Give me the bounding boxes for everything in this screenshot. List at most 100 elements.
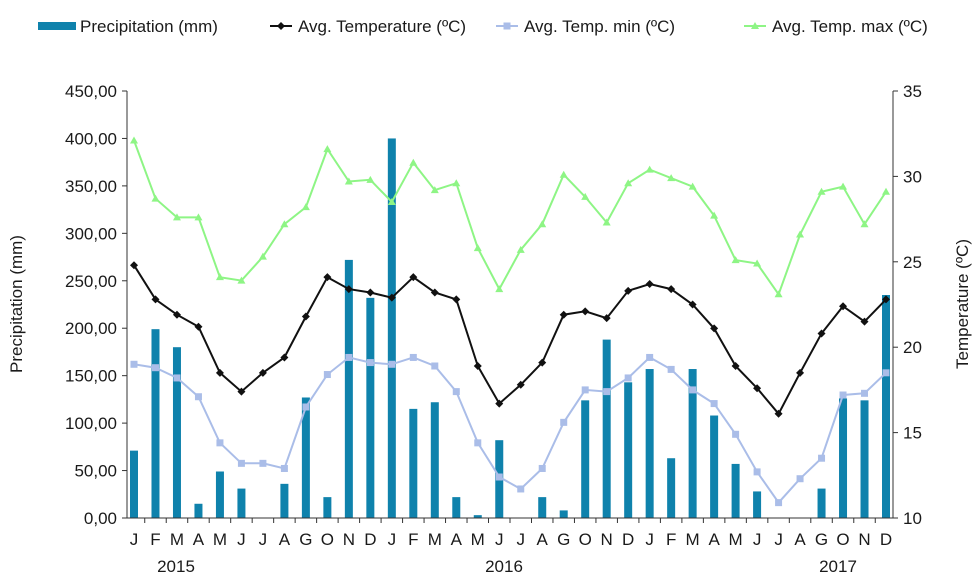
avg-temp-min-point: [388, 360, 396, 368]
avg-temp-min-point: [560, 418, 568, 426]
precipitation-bar: [602, 339, 611, 518]
avg-temp-max-point: [452, 179, 461, 187]
avg-temperature-point: [602, 314, 611, 323]
precipitation-bar: [688, 369, 697, 518]
avg-temp-max-point: [280, 220, 289, 228]
avg-temp-min-point: [861, 389, 869, 397]
x-tick-label: A: [451, 530, 463, 549]
avg-temperature-point: [430, 288, 439, 297]
avg-temperature-point: [710, 324, 719, 333]
x-tick-label: M: [686, 530, 700, 549]
precipitation-bar: [301, 397, 310, 518]
avg-temperature-point: [387, 293, 396, 302]
x-tick-label: G: [557, 530, 570, 549]
avg-temp-min-point: [130, 360, 138, 368]
avg-temp-max-point: [645, 165, 654, 173]
precipitation-bar: [839, 398, 848, 518]
avg-temp-min-point: [538, 464, 546, 472]
x-tick-label: M: [213, 530, 227, 549]
avg-temp-min-point: [280, 464, 288, 472]
avg-temp-max-point: [344, 177, 353, 185]
avg-temp-max-point: [753, 259, 762, 267]
avg-temp-min-point: [216, 439, 224, 447]
avg-temp-max-point: [237, 276, 246, 284]
avg-temp-max-line: [133, 140, 887, 297]
avg-temperature-point: [817, 329, 826, 338]
y-left-tick-label: 300,00: [65, 224, 117, 243]
precipitation-bars: [130, 138, 890, 518]
precipitation-bar: [860, 400, 869, 518]
y-right-tick-label: 20: [903, 338, 922, 357]
precipitation-bar: [323, 497, 332, 518]
avg-temperature-point: [753, 384, 762, 393]
avg-temp-min-point: [237, 459, 245, 467]
precipitation-bar: [366, 297, 375, 518]
avg-temp-min-point: [259, 459, 267, 467]
x-tick-label: F: [408, 530, 418, 549]
avg-temperature-point: [516, 380, 525, 389]
y-axis-right-label: Temperature (ºC): [953, 239, 972, 369]
avg-temperature-point: [860, 317, 869, 326]
avg-temp-max-point: [710, 211, 719, 219]
precipitation-bar: [151, 329, 160, 518]
precipitation-bar: [645, 369, 654, 518]
x-tick-label: N: [858, 530, 870, 549]
x-tick-label: D: [880, 530, 892, 549]
avg-temp-min-point: [624, 374, 632, 382]
avg-temp-min-point: [302, 403, 310, 411]
precipitation-bar: [624, 382, 633, 518]
x-tick-label: A: [708, 530, 720, 549]
avg-temperature-point: [882, 295, 890, 304]
avg-temp-max-point: [409, 158, 418, 166]
x-tick-label: A: [537, 530, 549, 549]
precipitation-bar: [215, 471, 224, 518]
avg-temperature-point: [151, 295, 160, 304]
precipitation-bar: [430, 402, 439, 518]
precipitation-bar: [409, 408, 418, 518]
avg-temp-min-point: [689, 386, 697, 394]
avg-temp-min-point: [452, 388, 460, 396]
precipitation-bar: [581, 400, 590, 518]
avg-temp-max-point: [796, 230, 805, 238]
legend-label: Avg. Temperature (ºC): [298, 17, 466, 36]
year-label: 2017: [819, 557, 857, 576]
precipitation-bar: [280, 483, 289, 518]
avg-temp-max-point: [172, 213, 181, 221]
precipitation-bar: [237, 488, 246, 518]
avg-temperature-point: [215, 368, 224, 377]
y-left-tick-label: 0,00: [84, 509, 117, 528]
legend-label: Avg. Temp. max (ºC): [772, 17, 928, 36]
y-left-tick-label: 250,00: [65, 272, 117, 291]
y-right-tick-label: 30: [903, 167, 922, 186]
x-tick-label: D: [364, 530, 376, 549]
avg-temp-max-point: [882, 187, 890, 195]
x-tick-label: A: [279, 530, 291, 549]
avg-temp-min-line: [133, 356, 887, 505]
avg-temperature-point: [645, 280, 654, 289]
legend-marker: [277, 22, 285, 30]
legend-label: Avg. Temp. min (ºC): [524, 17, 675, 36]
avg-temperature-point: [237, 387, 246, 396]
avg-temperature-point: [688, 300, 697, 309]
x-tick-label: G: [299, 530, 312, 549]
avg-temperature-point: [839, 302, 848, 311]
x-tick-label: M: [170, 530, 184, 549]
y-left-tick-label: 200,00: [65, 319, 117, 338]
y-left-tick-label: 100,00: [65, 414, 117, 433]
avg-temp-max-point: [430, 186, 439, 194]
avg-temperature-point: [581, 307, 590, 316]
axes: 0,00 50,00 100,00 150,00 200,00 250,00 300,00 3…: [65, 82, 922, 576]
avg-temperature-point: [495, 399, 504, 408]
x-tick-label: J: [388, 530, 397, 549]
avg-temperature-line: [133, 264, 887, 416]
avg-temp-max-point: [215, 273, 224, 281]
avg-temp-max-point: [473, 244, 482, 252]
x-tick-label: O: [321, 530, 334, 549]
avg-temperature-point: [130, 261, 138, 270]
x-tick-label: M: [428, 530, 442, 549]
legend-label: Precipitation (mm): [80, 17, 218, 36]
avg-temp-max-point: [258, 252, 267, 260]
x-tick-label: N: [343, 530, 355, 549]
